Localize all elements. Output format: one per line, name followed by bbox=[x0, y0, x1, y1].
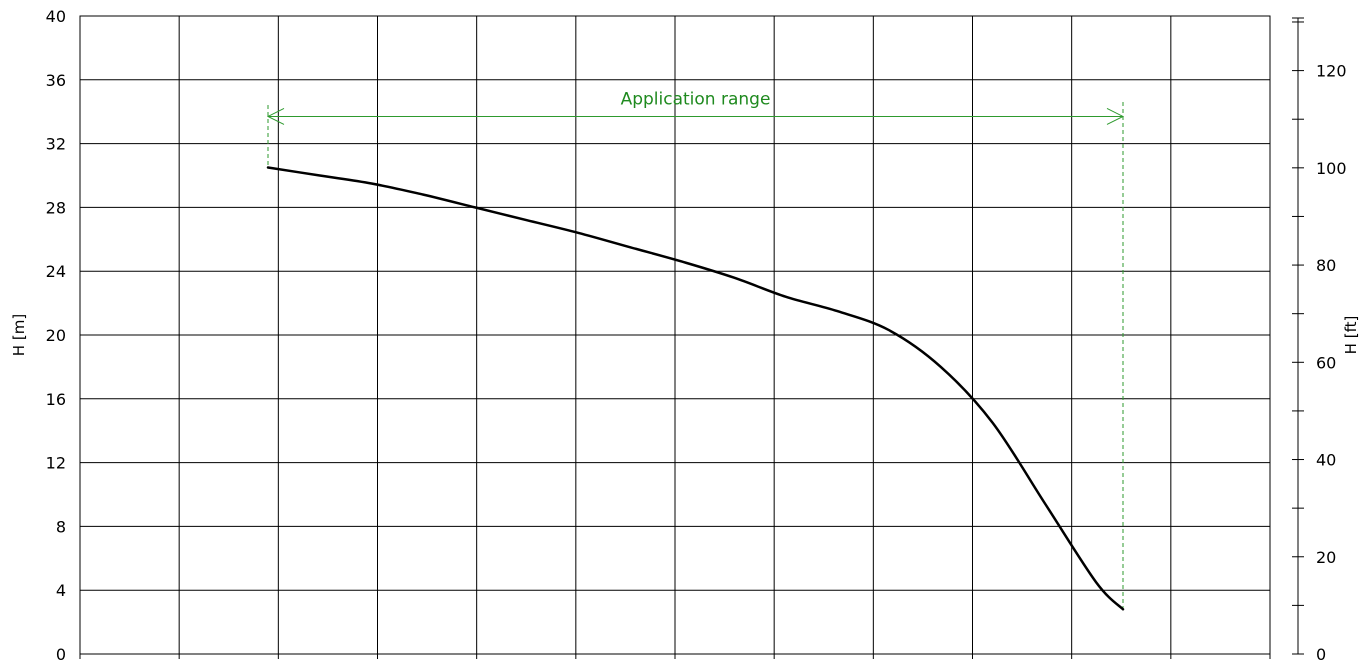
y-tick-label: 40 bbox=[46, 7, 66, 26]
y-tick-label: 36 bbox=[46, 71, 66, 90]
application-range: Application range bbox=[266, 89, 1125, 612]
y2-tick-label: 120 bbox=[1316, 62, 1347, 81]
y2-tick-label: 20 bbox=[1316, 548, 1336, 567]
series-layer bbox=[266, 166, 1125, 611]
range-arrow-left bbox=[266, 108, 285, 125]
y2-tick-label: 100 bbox=[1316, 159, 1347, 178]
y-tick-label: 16 bbox=[46, 390, 66, 409]
y-axis-ticks: 0 4 8 12 16 20 24 28 32 36 40 bbox=[46, 7, 66, 664]
y-tick-label: 12 bbox=[46, 454, 66, 473]
y-tick-label: 28 bbox=[46, 198, 66, 217]
y-tick-label: 32 bbox=[46, 135, 66, 154]
range-label: Application range bbox=[621, 89, 771, 109]
y2-axis-label: H [ft] bbox=[1342, 316, 1360, 355]
y-tick-label: 24 bbox=[46, 262, 66, 281]
plot-frame bbox=[79, 15, 1271, 659]
y2-tick-label: 40 bbox=[1316, 451, 1336, 470]
y2-tick-label: 60 bbox=[1316, 353, 1336, 372]
y-axis-label: H [m] bbox=[10, 314, 28, 356]
grid bbox=[80, 16, 1270, 654]
y2-tick-label: 80 bbox=[1316, 256, 1336, 275]
range-arrow-right bbox=[1106, 108, 1125, 125]
y-tick-label: 4 bbox=[56, 581, 66, 600]
y-tick-label: 20 bbox=[46, 326, 66, 345]
y2-axis: 0 20 40 60 80 100 120 bbox=[1292, 17, 1347, 664]
y2-tick-label: 0 bbox=[1316, 645, 1326, 664]
y-tick-label: 8 bbox=[56, 517, 66, 536]
series-line-head bbox=[266, 166, 1125, 611]
y-tick-label: 0 bbox=[56, 645, 66, 664]
